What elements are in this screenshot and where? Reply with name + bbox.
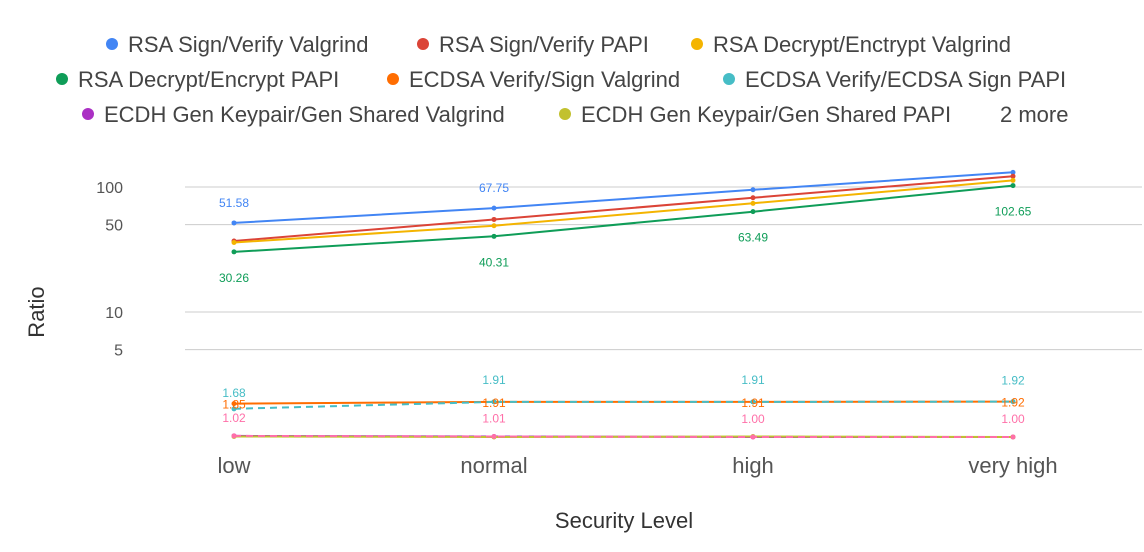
- data-point: [491, 233, 497, 239]
- data-point: [231, 401, 237, 407]
- data-point: [1010, 177, 1016, 183]
- series-ecdsa-verify-ecdsa-sign-papi: [231, 399, 1016, 412]
- data-point: [1010, 399, 1016, 405]
- legend-marker: [691, 38, 703, 50]
- legend-item-rsa-sign-verify-valgrind[interactable]: RSA Sign/Verify Valgrind: [106, 32, 369, 57]
- data-point: [1010, 183, 1016, 189]
- data-label: 1.02: [222, 411, 246, 425]
- data-point: [1010, 434, 1016, 440]
- data-label: 1.91: [482, 396, 506, 410]
- x-tick-label: high: [732, 453, 774, 478]
- data-label: 102.65: [995, 205, 1032, 219]
- data-point: [231, 239, 237, 245]
- legend-item-rsa-sign-verify-papi[interactable]: RSA Sign/Verify PAPI: [417, 32, 649, 57]
- data-point: [231, 249, 237, 255]
- series-rsa-sign-verify-papi: [231, 173, 1016, 244]
- data-point: [750, 195, 756, 201]
- series-line: [233, 175, 1014, 242]
- data-label: 1.91: [741, 373, 765, 387]
- data-label: 1.00: [1001, 412, 1025, 426]
- legend-label: RSA Sign/Verify Valgrind: [128, 32, 369, 57]
- x-tick-label: normal: [460, 453, 527, 478]
- data-point: [750, 434, 756, 440]
- data-point: [491, 433, 497, 439]
- data-label: 1.01: [482, 411, 506, 425]
- data-point: [491, 205, 497, 211]
- series-line: [233, 179, 1014, 244]
- x-tick-label: very high: [968, 453, 1057, 478]
- legend-item-ecdh-gen-keypair-gen-shared-valgrind[interactable]: ECDH Gen Keypair/Gen Shared Valgrind: [82, 102, 505, 127]
- data-label: 40.31: [479, 255, 509, 269]
- legend-marker: [387, 73, 399, 85]
- legend-label: RSA Sign/Verify PAPI: [439, 32, 649, 57]
- legend: RSA Sign/Verify Valgrind RSA Sign/Verify …: [56, 32, 1068, 127]
- data-label: 1.92: [1001, 374, 1025, 388]
- legend-item-ecdh-gen-keypair-gen-shared-papi[interactable]: ECDH Gen Keypair/Gen Shared PAPI: [559, 102, 951, 127]
- series-rsa-decrypt-encrypt-papi: [231, 183, 1016, 255]
- legend-marker: [56, 73, 68, 85]
- data-point: [491, 399, 497, 405]
- legend-marker: [417, 38, 429, 50]
- data-label: 1.85: [222, 398, 246, 412]
- data-point: [491, 216, 497, 222]
- data-point: [1010, 169, 1016, 175]
- data-point: [750, 200, 756, 206]
- data-label: 30.26: [219, 271, 249, 285]
- series-line: [233, 434, 1013, 438]
- legend-marker: [559, 108, 571, 120]
- legend-label: RSA Decrypt/Encrypt PAPI: [78, 67, 339, 92]
- data-label: 63.49: [738, 231, 768, 245]
- data-point: [750, 399, 756, 405]
- y-gridlines: 100 50 10 5: [96, 180, 1142, 360]
- y-tick-label: 100: [96, 180, 123, 197]
- legend-marker: [723, 73, 735, 85]
- y-tick-label: 10: [105, 305, 123, 322]
- data-point: [750, 187, 756, 193]
- data-label: 1.91: [482, 373, 506, 387]
- y-tick-label: 50: [105, 218, 123, 235]
- series-line: [233, 400, 1014, 410]
- series-rsa-decrypt-enctrypt-valgrind: [231, 177, 1016, 245]
- legend-item-ecdsa-verify-sign-valgrind[interactable]: ECDSA Verify/Sign Valgrind: [387, 67, 680, 92]
- data-label: 1.91: [741, 396, 765, 410]
- series-rsa-sign-verify-valgrind: [231, 169, 1016, 226]
- x-axis-categories: low normal high very high: [217, 453, 1057, 478]
- y-tick-label: 5: [114, 343, 123, 360]
- data-point: [491, 223, 497, 229]
- legend-more-link[interactable]: 2 more: [1000, 102, 1068, 127]
- data-label: 1.00: [741, 412, 765, 426]
- legend-label: ECDH Gen Keypair/Gen Shared PAPI: [581, 102, 951, 127]
- legend-marker: [106, 38, 118, 50]
- data-label: 51.58: [219, 196, 249, 210]
- x-axis-title: Security Level: [555, 508, 693, 533]
- legend-label: RSA Decrypt/Enctrypt Valgrind: [713, 32, 1011, 57]
- series-line: [233, 171, 1014, 224]
- series-extra-8: [231, 433, 1016, 440]
- data-point: [231, 220, 237, 226]
- legend-label: ECDSA Verify/ECDSA Sign PAPI: [745, 67, 1066, 92]
- legend-item-rsa-decrypt-encrypt-papi[interactable]: RSA Decrypt/Encrypt PAPI: [56, 67, 339, 92]
- data-point: [231, 406, 237, 412]
- legend-label: ECDSA Verify/Sign Valgrind: [409, 67, 680, 92]
- legend-label: ECDH Gen Keypair/Gen Shared Valgrind: [104, 102, 505, 127]
- series-group: [231, 169, 1016, 440]
- y-axis-title: Ratio: [24, 286, 49, 337]
- data-label: 1.68: [222, 386, 246, 400]
- legend-marker: [82, 108, 94, 120]
- data-point: [750, 209, 756, 215]
- data-point: [231, 433, 237, 439]
- legend-item-rsa-decrypt-enctrypt-valgrind[interactable]: RSA Decrypt/Enctrypt Valgrind: [691, 32, 1011, 57]
- data-point: [1010, 173, 1016, 179]
- legend-item-ecdsa-verify-ecdsa-sign-papi[interactable]: ECDSA Verify/ECDSA Sign PAPI: [723, 67, 1066, 92]
- data-label: 1.92: [1001, 396, 1025, 410]
- series-line: [233, 184, 1014, 253]
- x-tick-label: low: [217, 453, 250, 478]
- data-label: 67.75: [479, 181, 509, 195]
